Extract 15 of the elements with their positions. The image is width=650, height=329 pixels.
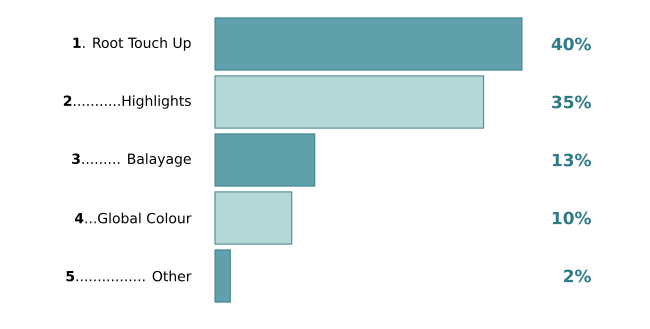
bar [214, 133, 316, 187]
bar [214, 17, 523, 71]
bar [214, 75, 484, 129]
y-tick-label: 1. Root Touch Up [73, 37, 191, 51]
y-tick-label: 5................ Other [66, 270, 192, 282]
data-label: 40% [552, 38, 591, 50]
y-tick-label: 4...Global Colour [74, 212, 192, 224]
bar [214, 249, 231, 303]
y-tick-label: 3......... Balayage [72, 153, 191, 167]
data-label: 35% [552, 96, 591, 108]
bar [214, 191, 292, 245]
data-label: 10% [552, 212, 591, 224]
data-label: 2% [564, 270, 591, 282]
y-tick-label: 2...........Highlights [64, 95, 191, 109]
data-label: 13% [552, 154, 591, 166]
